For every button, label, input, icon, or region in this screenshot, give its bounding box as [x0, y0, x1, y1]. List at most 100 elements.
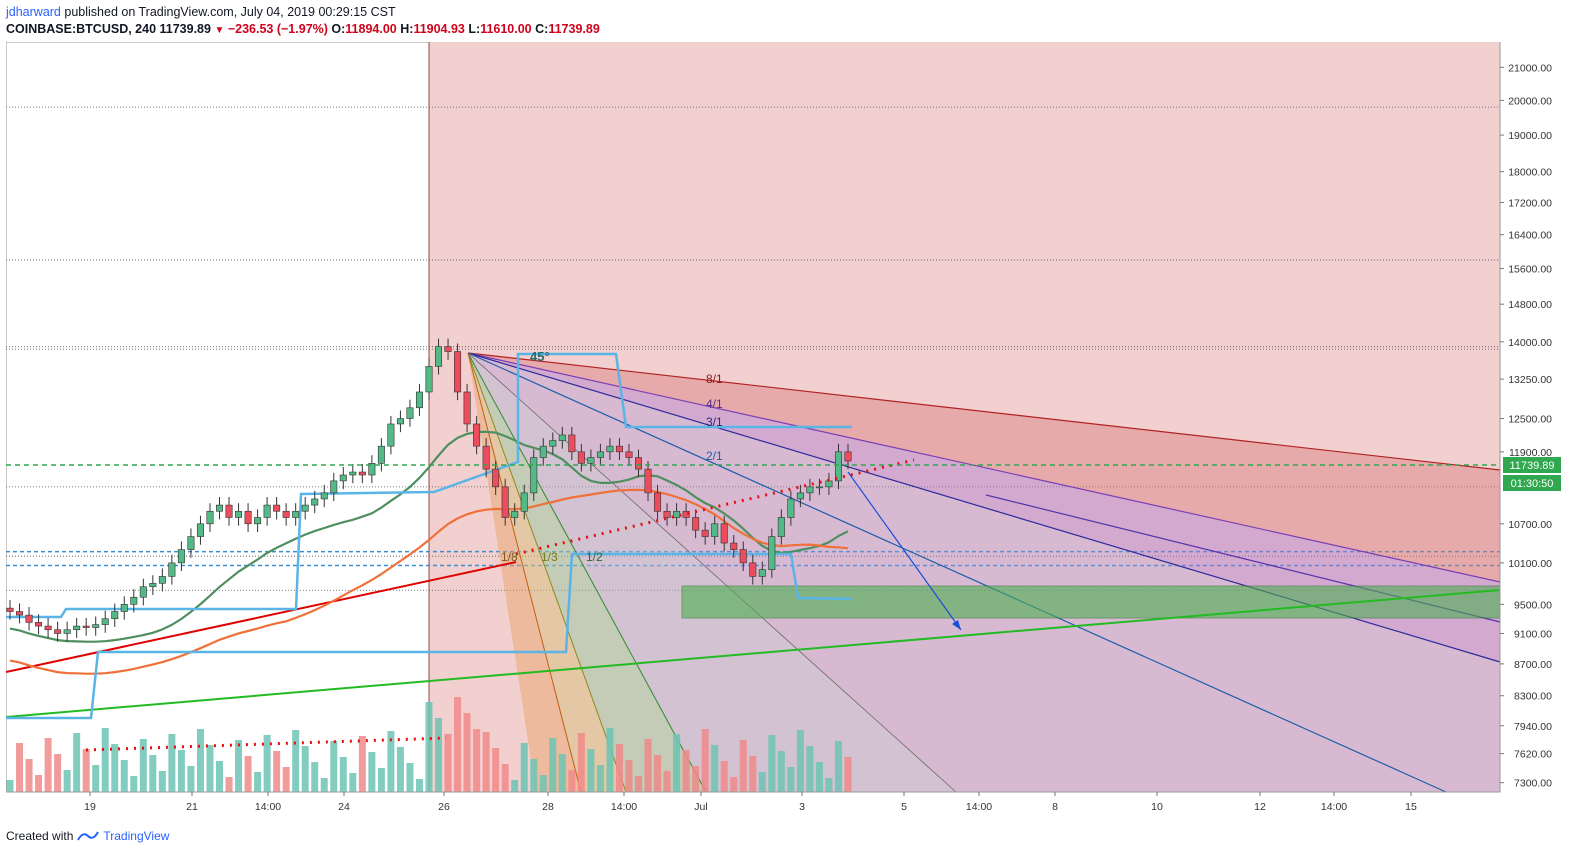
candle-body: [368, 463, 376, 476]
volume-bar: [216, 761, 223, 792]
volume-bar: [396, 747, 404, 792]
x-tick-label: 14:00: [966, 801, 992, 813]
candle-body: [568, 434, 576, 453]
candle-body: [82, 625, 90, 628]
volume-bar: [730, 777, 738, 792]
projection-arrow-line: [847, 471, 962, 631]
candle-body: [558, 434, 566, 441]
candle-body: [730, 542, 738, 550]
volume-bar: [244, 756, 252, 792]
volume-bar: [777, 751, 785, 792]
last-price: 11739.89: [159, 22, 211, 36]
volume-bar: [16, 743, 24, 792]
volume-bar: [101, 728, 109, 792]
volume-bar: [187, 766, 195, 792]
fan-label: 4/1: [706, 397, 723, 411]
volume-bar: [177, 750, 185, 792]
candle-body: [73, 625, 81, 631]
price-chart[interactable]: 8/1 4/1 3/1 2/1 1/8 1/3 1/2 45° 21000.00…: [6, 42, 1586, 822]
y-tick-label: 13250.00: [1508, 374, 1552, 386]
candle-body: [463, 391, 471, 425]
volume-bar: [844, 757, 852, 792]
candle-body: [101, 618, 109, 625]
candle-body: [320, 492, 328, 500]
volume-bar: [454, 697, 462, 792]
y-tick-label: 9500.00: [1514, 599, 1552, 611]
y-tick-label: 14800.00: [1508, 299, 1552, 311]
chart-header: jdharward published on TradingView.com, …: [6, 4, 600, 39]
candle-body: [25, 614, 33, 623]
candle-body: [454, 351, 462, 393]
candle-body: [396, 418, 404, 425]
volume-bar: [263, 735, 271, 792]
x-tick-label: 15: [1405, 801, 1417, 813]
candle-body: [244, 510, 252, 525]
volume-bar: [549, 738, 557, 792]
volume-bar: [273, 751, 281, 792]
angle-label: 45°: [530, 349, 550, 364]
volume-bar: [130, 776, 138, 792]
price-axis[interactable]: 21000.00 20000.00 19000.00 18000.00 17200.00…: [1499, 42, 1552, 792]
volume-bar: [587, 749, 595, 792]
candle-body: [796, 492, 804, 500]
volume-bar: [301, 746, 309, 792]
volume-bar: [35, 775, 43, 792]
volume-bar: [311, 762, 319, 792]
fan-line-8-1: [467, 352, 1501, 471]
candle-body: [406, 407, 414, 419]
candle-body: [511, 510, 519, 518]
candle-body: [63, 629, 71, 634]
volume-bar: [558, 754, 566, 792]
volume-bar: [44, 738, 52, 792]
y-tick-label: 18000.00: [1508, 167, 1552, 179]
fan-line-1-3: [467, 352, 627, 793]
candle-body: [577, 451, 585, 464]
volume-bar: [644, 739, 652, 792]
time-axis[interactable]: 19 21 14:00 24 26 28 14:00 Jul 3 5 14:00 8 10 12 14:00…: [84, 792, 1417, 813]
candle-body: [549, 440, 557, 447]
candle-body: [825, 480, 833, 488]
candle-body: [282, 510, 290, 518]
volume-bar: [654, 755, 662, 792]
volume-bar: [377, 768, 385, 792]
footer-brand[interactable]: TradingView: [103, 829, 170, 843]
volume-bar: [168, 734, 176, 792]
x-tick-label: 26: [438, 801, 450, 813]
volume-bar: [625, 760, 633, 792]
candle-body: [596, 451, 604, 458]
y-tick-label: 16400.00: [1508, 230, 1552, 242]
x-tick-label: 19: [84, 801, 96, 813]
symbol-label: COINBASE:BTCUSD, 240: [6, 22, 157, 36]
candlesticks: [6, 338, 852, 642]
x-tick-label: 3: [799, 801, 805, 813]
volume-bar: [635, 776, 642, 792]
footer: Created with TradingView: [6, 829, 169, 843]
volume-bar: [463, 713, 471, 792]
volume-bar: [158, 771, 166, 792]
candle-body: [158, 576, 166, 584]
volume-bar: [282, 767, 290, 792]
support-zone-box: [681, 585, 1501, 619]
author-link[interactable]: jdharward: [6, 5, 61, 19]
candle-body: [501, 486, 509, 518]
volume-bar: [596, 765, 604, 792]
volume-bar: [577, 733, 585, 792]
volume-bar: [368, 752, 376, 792]
volume-bar: [425, 702, 433, 792]
volume-bar: [711, 745, 719, 792]
candle-body: [844, 451, 852, 462]
candle-body: [139, 586, 147, 598]
volume-bar: [73, 733, 81, 792]
projection-arrowhead-icon: [952, 620, 961, 630]
volume-bar: [82, 749, 90, 792]
volume-bar: [701, 729, 709, 792]
fan-label: 8/1: [706, 372, 723, 386]
candle-body: [120, 604, 128, 612]
x-tick-label: 24: [338, 801, 350, 813]
volume-bar: [292, 730, 300, 792]
candle-body: [663, 510, 671, 518]
x-tick-label: 14:00: [611, 801, 637, 813]
volume-bar: [149, 755, 157, 792]
x-tick-label: 8: [1052, 801, 1058, 813]
y-tick-label: 20000.00: [1508, 95, 1552, 107]
